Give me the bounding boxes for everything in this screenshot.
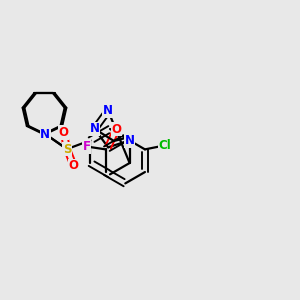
Text: N: N	[40, 128, 50, 141]
Text: N: N	[40, 128, 50, 141]
Text: F: F	[82, 140, 91, 153]
Text: O: O	[111, 122, 122, 136]
Text: S: S	[63, 142, 71, 156]
Text: O: O	[59, 126, 69, 139]
Text: Cl: Cl	[159, 139, 171, 152]
Text: O: O	[69, 159, 79, 172]
Text: N: N	[103, 104, 113, 117]
Text: N: N	[40, 128, 50, 141]
Text: N: N	[90, 122, 100, 136]
Text: N: N	[124, 134, 135, 147]
